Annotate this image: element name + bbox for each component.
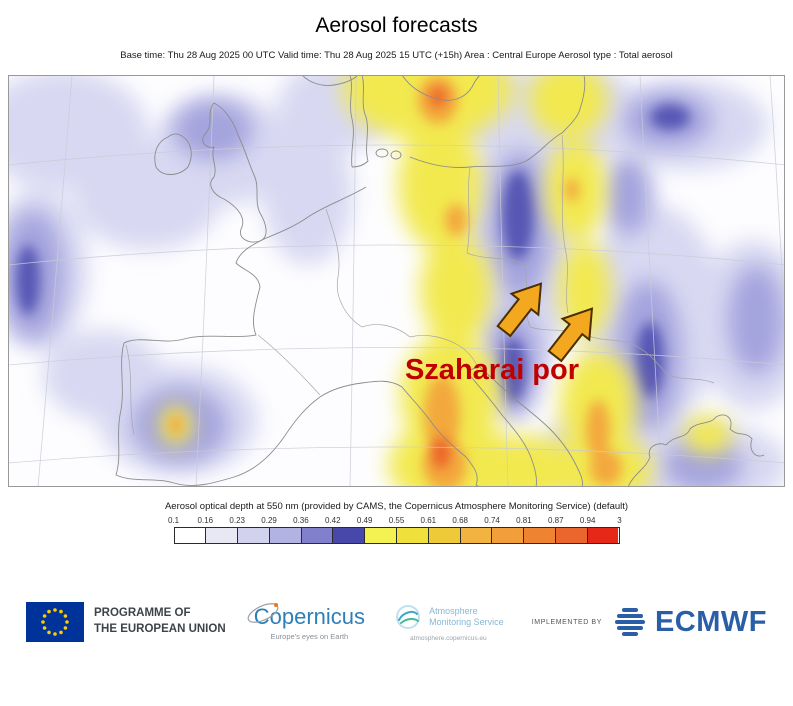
copernicus-logo: Copernicus Europe's eyes on Earth bbox=[247, 602, 365, 641]
forecast-meta: Base time: Thu 28 Aug 2025 00 UTC Valid … bbox=[120, 50, 673, 61]
colorbar-tick: 0.23 bbox=[229, 516, 245, 525]
colorbar-tick: 0.55 bbox=[388, 516, 405, 525]
colorbar-cell bbox=[269, 528, 302, 543]
colorbar-cell bbox=[524, 528, 556, 543]
colorbar-cell bbox=[587, 528, 619, 543]
colorbar-tick: 0.87 bbox=[547, 516, 564, 525]
copernicus-wordmark: Copernicus bbox=[247, 602, 365, 630]
map-frame bbox=[8, 75, 785, 487]
coastlines bbox=[115, 75, 765, 487]
copernicus-tagline: Europe's eyes on Earth bbox=[270, 631, 349, 641]
colorbar-cell bbox=[333, 528, 366, 543]
aerosol-forecast-page: Aerosol forecasts Base time: Thu 28 Aug … bbox=[0, 14, 793, 642]
globe-lines-icon bbox=[614, 608, 645, 636]
eu-programme-line1: PROGRAMME OF bbox=[94, 607, 191, 620]
map-canvas: Szaharai por bbox=[8, 75, 785, 487]
implemented-by-label: IMPLEMENTED BY bbox=[531, 618, 602, 626]
ecmwf-logo: ECMWF bbox=[612, 605, 767, 639]
colorbar-cell bbox=[428, 528, 461, 543]
colorbar bbox=[173, 527, 620, 544]
ams-logo: Atmosphere Monitoring Service atmosphere… bbox=[393, 602, 504, 642]
footer: PROGRAMME OF THE EUROPEAN UNION Copernic… bbox=[26, 602, 767, 642]
eu-programme-block: PROGRAMME OF THE EUROPEAN UNION bbox=[26, 602, 226, 642]
colorbar-tick: 0.74 bbox=[484, 516, 500, 525]
ams-line1: Atmosphere bbox=[429, 605, 478, 616]
ams-url: atmosphere.copernicus.eu bbox=[410, 635, 487, 642]
colorbar-ticks: 0.1 0.16 0.23 0.29 0.36 0.42 0.49 0.55 0.61 0.68 0… bbox=[168, 516, 622, 527]
implemented-by-ecmwf: IMPLEMENTED BY ECMWF bbox=[532, 605, 767, 639]
page-title: Aerosol forecasts bbox=[315, 14, 478, 37]
colorbar-cell bbox=[555, 528, 588, 543]
colorbar-cell bbox=[460, 528, 493, 543]
colorbar-cell bbox=[396, 528, 429, 543]
colorbar-cell bbox=[238, 528, 270, 543]
eu-programme-line2: THE EUROPEAN UNION bbox=[94, 623, 226, 635]
colorbar-wrap: 0.1 0.16 0.23 0.29 0.36 0.42 0.49 0.55 0.61 0.68 0… bbox=[168, 516, 622, 544]
copernicus-name-text: Copernicus bbox=[253, 603, 365, 629]
colorbar-tick: 3 bbox=[617, 516, 622, 525]
colorbar-cell bbox=[365, 528, 397, 543]
colorbar-tick: 0.29 bbox=[261, 516, 277, 525]
colorbar-tick: 0.81 bbox=[516, 516, 532, 525]
colorbar-cell bbox=[301, 528, 334, 543]
colorbar-tick: 0.1 bbox=[167, 516, 180, 525]
map-annotation: Szaharai por bbox=[405, 354, 579, 386]
ams-line2: Monitoring Service bbox=[429, 617, 504, 627]
colorbar-tick: 0.36 bbox=[293, 516, 309, 525]
dust-arrow-icon bbox=[547, 307, 594, 363]
eu-programme-text: PROGRAMME OF THE EUROPEAN UNION bbox=[94, 606, 226, 637]
ecmwf-wordmark: ECMWF bbox=[654, 605, 767, 638]
legend-title: Aerosol optical depth at 550 nm (provide… bbox=[164, 501, 629, 512]
aerosol-field bbox=[8, 75, 785, 487]
colorbar-cell bbox=[492, 528, 525, 543]
swirl-icon bbox=[396, 605, 421, 629]
graticule bbox=[8, 75, 785, 487]
country-borders bbox=[125, 134, 715, 436]
colorbar-tick: 0.42 bbox=[324, 516, 341, 525]
ams-text: Atmosphere Monitoring Service bbox=[429, 606, 504, 629]
colorbar-tick: 0.16 bbox=[197, 516, 214, 525]
colorbar-tick: 0.49 bbox=[356, 516, 373, 525]
colorbar-cell bbox=[206, 528, 239, 543]
colorbar-tick: 0.94 bbox=[579, 516, 596, 525]
eu-flag-icon bbox=[26, 602, 84, 642]
colorbar-tick: 0.61 bbox=[420, 516, 437, 525]
dust-arrow-icon bbox=[496, 282, 543, 338]
colorbar-cell bbox=[174, 528, 207, 543]
legend: Aerosol optical depth at 550 nm (provide… bbox=[0, 501, 793, 544]
dust-arrows bbox=[496, 282, 594, 363]
colorbar-tick: 0.68 bbox=[452, 516, 468, 525]
orbit-icon bbox=[247, 602, 279, 623]
forecast-map: Szaharai por bbox=[8, 75, 785, 487]
